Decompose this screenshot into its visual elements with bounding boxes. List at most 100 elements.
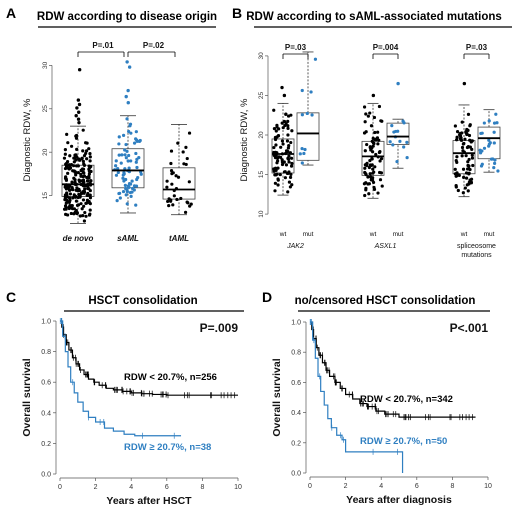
b-2-box-0-point [467,157,471,162]
b-1-box-0-point [364,172,368,177]
a-box-2-point [187,131,192,135]
b-0-box-0-point [282,119,287,124]
b-2-box-0-point [467,171,471,175]
a-box-1-outlier [124,94,128,99]
b-2-box-0-point [461,142,465,146]
b-2-box-0-point [470,156,475,160]
a-box-0-point [80,207,84,211]
a-box-0-point [63,148,67,152]
b-0-box-0-point [272,169,276,173]
b-2-box-1-point [488,141,492,145]
a-box-2-point [174,174,178,178]
d-pvalue-label: P<.001 [450,321,489,335]
b-group-label: ASXL1 [374,243,397,250]
a-box-1-outlier [125,60,129,64]
a-box-1-point [116,170,120,175]
a-box-0-point [67,167,71,171]
a-box-1-point [134,137,138,141]
b-y-tick-label: 15 [258,171,265,179]
a-box-1-point [134,160,138,164]
a-box-1-point [126,159,130,163]
a-box-2-point [169,169,174,173]
b-0-box-0-point [286,157,291,161]
c-y-tick-label: 0.8 [41,349,51,356]
b-0-box-0-point [286,126,290,130]
a-box-1-point [130,190,134,194]
b-2-box-1-point [487,138,491,142]
d-x-tick-label: 2 [344,483,348,490]
a-box-2-point [189,202,193,206]
a-box-1-point [121,176,125,180]
a-box-1-point [121,133,126,137]
a-box-0-point [88,159,92,163]
a-box-1-point [134,203,138,207]
b-1-box-0-point [368,158,372,163]
b-2-box-1-point [487,144,491,148]
b-2-box-0-point [459,136,463,140]
b-2-box-1-point [479,164,484,168]
b-1-box-0-point [373,130,377,135]
b-2-box-0-point [469,180,473,184]
a-box-0-point [82,219,87,223]
a-box-0-point [84,214,88,218]
b-1-box-0-point [378,159,382,163]
b-0-box-0-point [280,139,285,143]
b-1-box-0-point [364,181,368,185]
a-box-1-outlier [127,65,132,69]
a-box-2-point [185,156,189,161]
d-x-tick-label: 8 [450,483,454,490]
a-box-0-outlier [77,110,81,114]
a-y-tick-label: 25 [42,105,49,113]
a-box-1-point [128,122,133,126]
b-0-box-1-point [298,152,302,156]
b-group-label: JAK2 [286,243,304,250]
a-box-1-point [139,172,143,176]
b-0-box-0-point [276,177,280,181]
b-1-box-1-point [405,156,409,160]
a-box-0-point [71,169,75,173]
panel-b-title: RDW according to sAML-associated mutatio… [246,11,502,23]
a-box-1-point [117,142,121,146]
b-1-box-1-point [391,143,395,147]
b-0-box-0-point [287,154,291,158]
a-pvalue-label: P=.02 [143,41,165,50]
b-0-box-0-point [289,172,293,176]
b-0-box-1-point [300,88,304,93]
b-subgroup-label: mut [484,231,495,238]
b-0-box-0-point [289,140,293,145]
b-0-box-0-point [289,164,294,168]
b-2-box-1-point [489,157,494,161]
b-0-box-0-point [282,170,287,174]
a-box-1-point [124,156,128,160]
b-2-box-0-point [453,124,457,128]
b-0-box-0-point [290,129,294,133]
b-0-box-0-point [285,139,290,143]
panel-b-plot: 10 15 20 25 30 Diagnostic RDW, % wt mut P=.03 JAK… [239,43,501,259]
a-box-2-box [162,167,196,200]
a-box-0-point [64,162,68,166]
b-1-box-0-point [365,142,369,147]
a-box-0-point [74,134,78,138]
b-group-label: spliceosome [457,243,496,250]
b-1-box-0-point [376,142,380,146]
a-box-0-point [67,163,71,167]
b-1-box-0-point [380,184,384,188]
a-box-1-outlier [126,101,130,105]
b-2-box-0-point [460,145,465,150]
b-1-box-0-point [379,156,384,161]
b-0-box-0-point [273,181,278,185]
panel-d: D no/censored HSCT consolidation 0.00.20… [262,289,492,506]
b-1-box-0-point [377,138,381,142]
a-box-1-point [125,190,129,194]
a-box-1-point [127,185,131,189]
b-1-box-0-point [363,149,367,153]
b-1-box-0-point [366,114,370,118]
c-x-tick-label: 10 [234,484,242,491]
b-2-box-0-point [454,185,458,189]
b-0-box-0-point [287,160,291,164]
b-2-box-0-point [455,138,459,142]
a-box-0-outlier [77,120,81,125]
a-box-0-point [82,190,87,194]
a-box-0-point [75,211,79,216]
